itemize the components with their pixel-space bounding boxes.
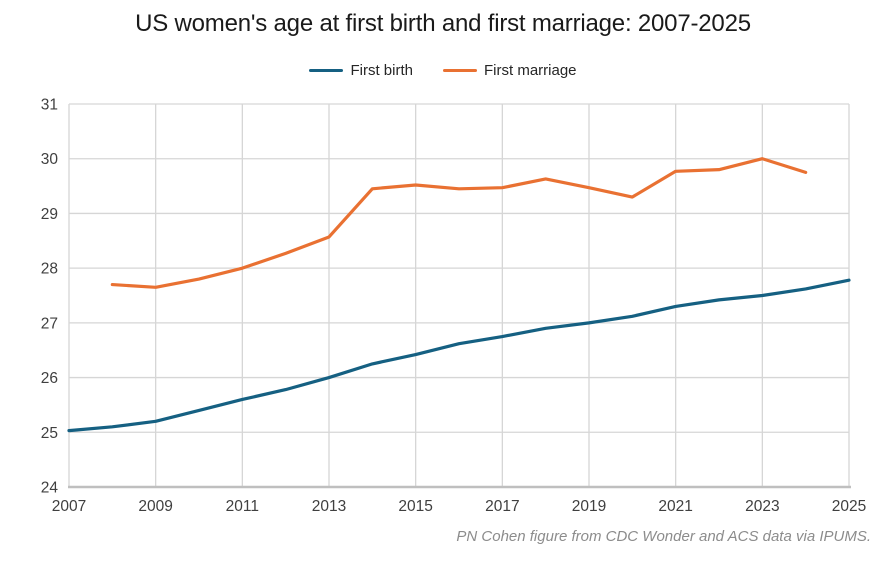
y-tick-label: 25 [41,425,58,442]
series-line-first-birth [67,278,851,433]
legend-item-first-marriage: First marriage [443,62,577,79]
x-tick-label: 2023 [745,498,779,515]
chart-legend: First birth First marriage [0,62,886,79]
legend-label-first-marriage: First marriage [484,62,577,79]
x-tick-label: 2009 [138,498,172,515]
source-note: PN Cohen figure from CDC Wonder and ACS … [456,528,871,545]
x-tick-label: 2007 [52,498,86,515]
x-tick-label: 2013 [312,498,346,515]
y-tick-label: 31 [41,97,58,114]
x-tick-label: 2017 [485,498,519,515]
first-marriage-line-swatch [443,69,477,72]
chart-title: US women's age at first birth and first … [135,10,751,37]
y-tick-label: 26 [41,370,58,387]
first-birth-line-swatch [309,69,344,72]
series-line-first-marriage [110,157,808,289]
y-tick-label: 24 [41,480,59,497]
y-tick-label: 28 [41,261,58,278]
y-tick-label: 29 [41,206,58,223]
y-tick-label: 27 [41,315,58,332]
x-tick-label: 2021 [658,498,692,515]
x-tick-label: 2025 [832,498,866,515]
x-tick-label: 2015 [398,498,432,515]
x-tick-label: 2011 [226,498,259,515]
legend-item-first-birth: First birth [309,62,413,79]
y-tick-label: 30 [41,151,59,168]
x-tick-label: 2019 [572,498,606,515]
legend-label-first-birth: First birth [350,62,413,79]
